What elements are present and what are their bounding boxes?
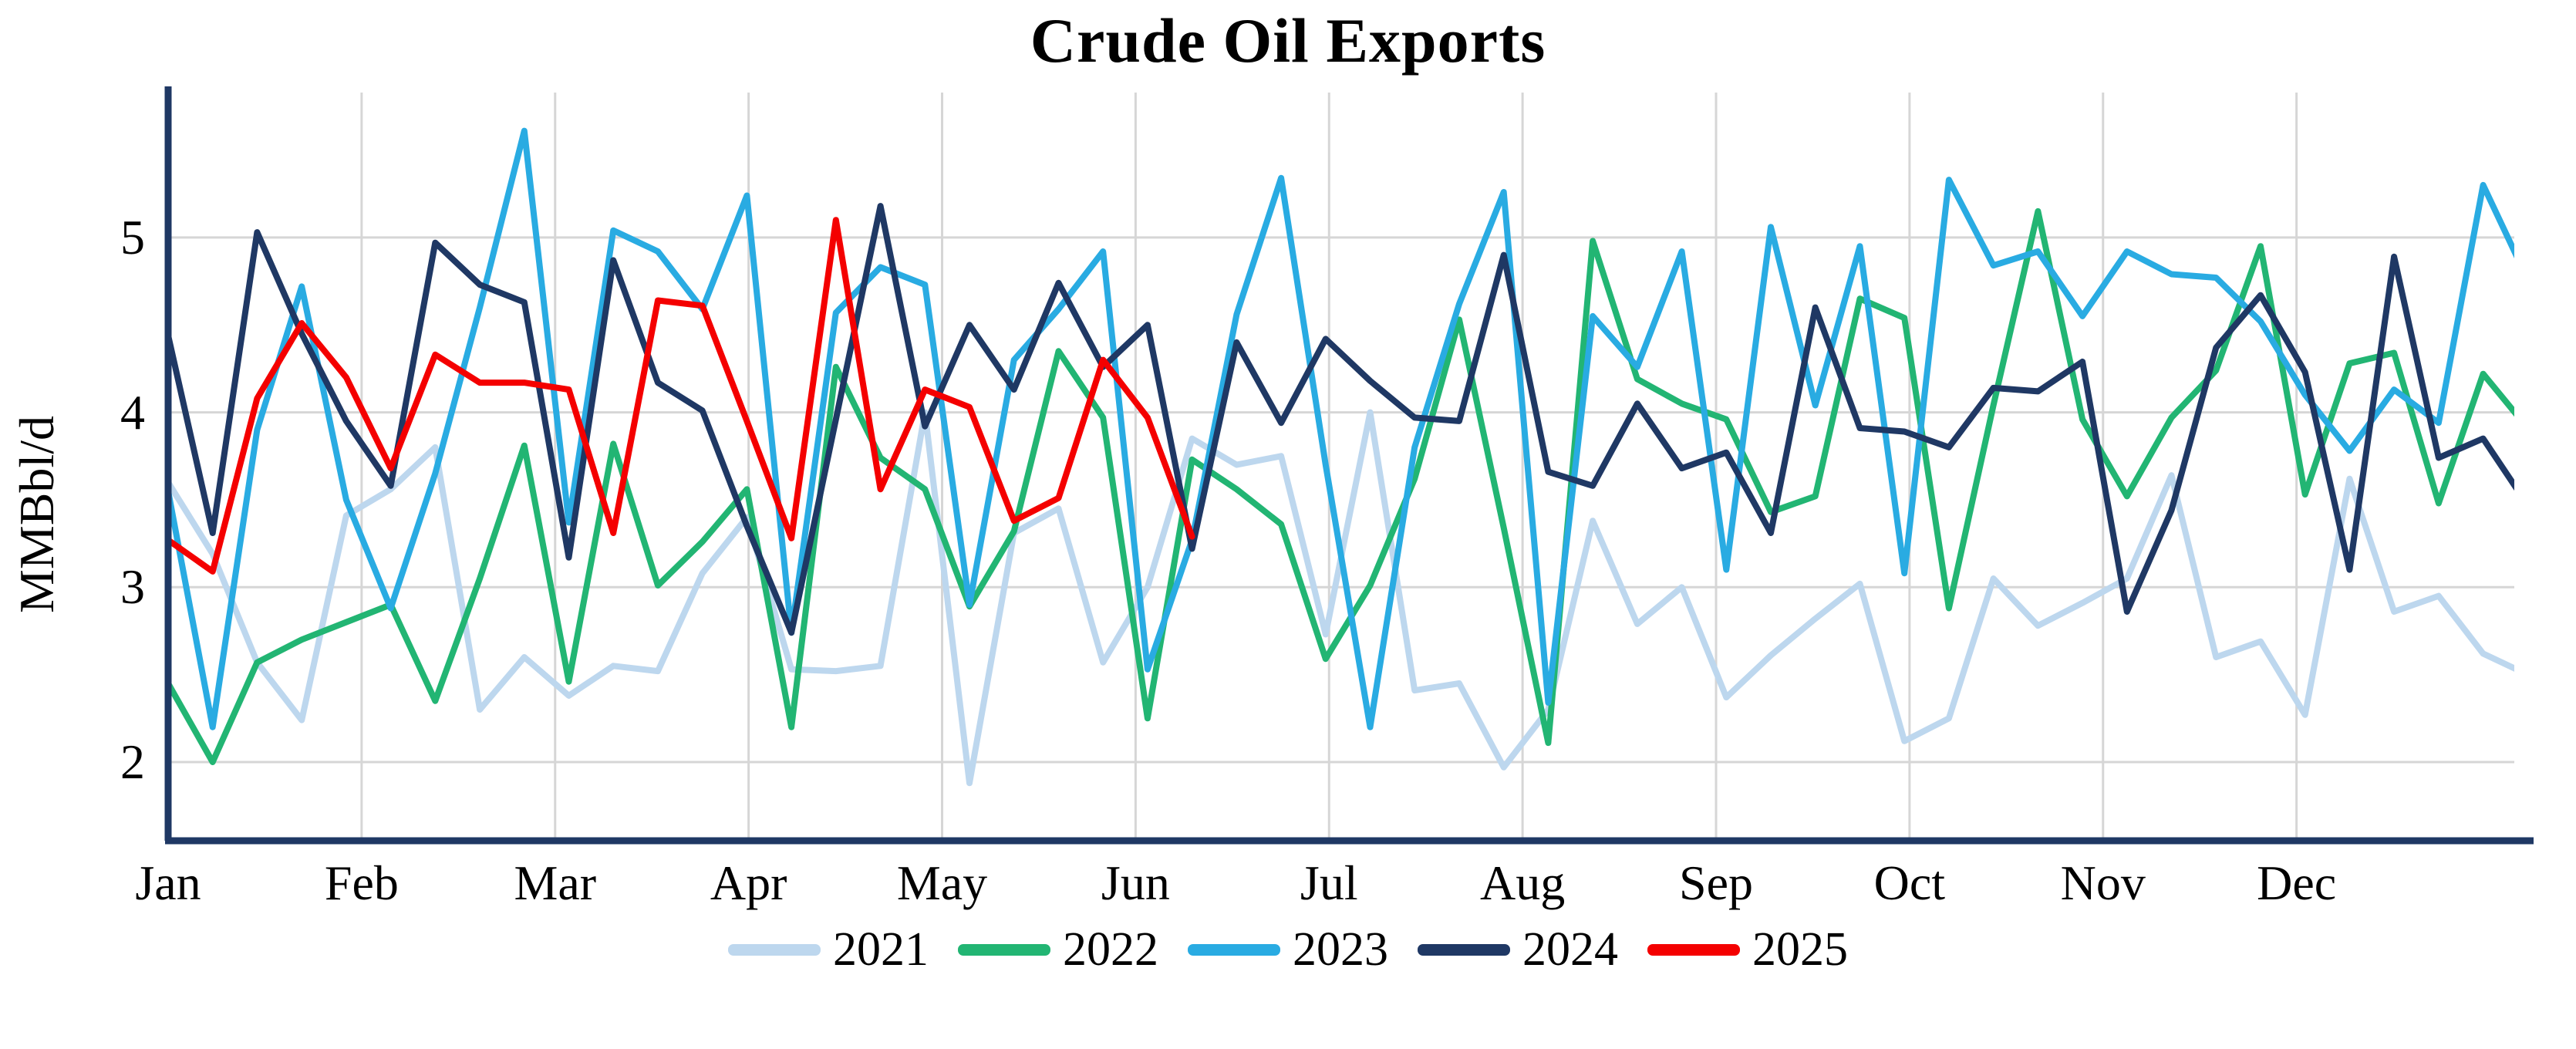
legend-label-2021: 2021 [833,923,929,976]
y-tick-label-5: 5 [120,209,145,265]
legend-label-2025: 2025 [1752,923,1848,976]
line-series-2025 [165,217,1195,575]
x-tick-label-Oct: Oct [1873,855,1946,910]
legend-label-2023: 2023 [1293,923,1388,976]
legend-swatch-2022 [958,943,1050,956]
y-tick-label-3: 3 [120,559,145,615]
line-series-2022 [165,207,2514,765]
x-tick-label-Feb: Feb [324,855,399,910]
x-tick-label-Apr: Apr [710,855,787,910]
legend-swatch-2021 [728,943,821,956]
legend-item-2024: 2024 [1418,926,1618,973]
x-tick-label-Jun: Jun [1101,855,1170,910]
legend-swatch-2025 [1647,943,1740,956]
x-tick-label-Dec: Dec [2257,855,2337,910]
legend-label-2022: 2022 [1063,923,1158,976]
chart-title: Crude Oil Exports [1030,5,1546,76]
y-tick-label-4: 4 [120,384,145,440]
x-tick-label-Sep: Sep [1679,855,1753,910]
series-group [165,127,2514,787]
x-tick-label-Aug: Aug [1480,855,1566,910]
legend-item-2023: 2023 [1188,926,1388,973]
legend-label-2024: 2024 [1522,923,1618,976]
x-tick-label-May: May [896,855,988,910]
legend-item-2022: 2022 [958,926,1158,973]
legend-item-2021: 2021 [728,926,929,973]
x-tick-label-Nov: Nov [2060,855,2146,910]
y-tick-label-2: 2 [120,734,145,789]
line-series-2021 [165,409,2514,787]
line-series-2024 [165,203,2514,636]
x-tick-label-Jul: Jul [1300,855,1358,910]
x-tick-label-Jan: Jan [135,855,201,910]
legend-swatch-2023 [1188,943,1280,956]
line-series-2023 [165,127,2514,730]
legend-swatch-2024 [1418,943,1510,956]
x-tick-label-Mar: Mar [514,855,597,910]
legend: 2021 2022 2023 2024 2025 [0,926,2576,973]
legend-item-2025: 2025 [1647,926,1848,973]
